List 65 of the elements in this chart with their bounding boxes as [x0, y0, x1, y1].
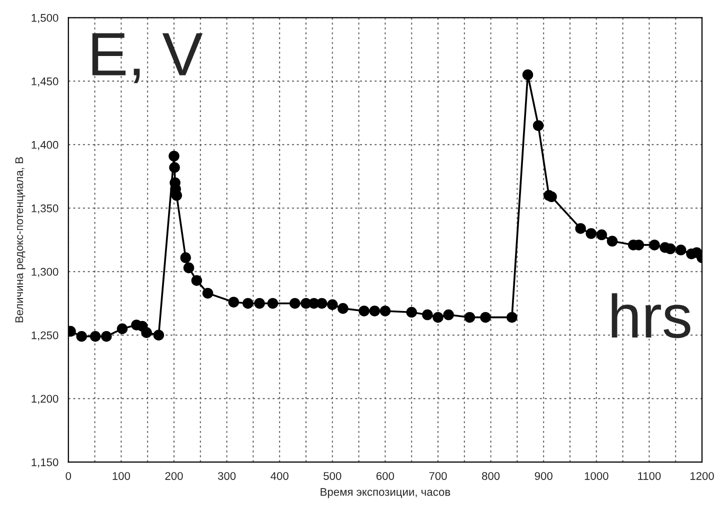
point — [464, 312, 476, 323]
point — [406, 306, 417, 318]
point — [267, 298, 278, 309]
point — [254, 298, 265, 309]
x-axis-title: Время экспозиции, часов — [320, 488, 450, 498]
x-tick-label: 700 — [429, 472, 447, 480]
y-tick-label: 1,300 — [32, 268, 58, 278]
point — [422, 309, 433, 320]
point — [171, 190, 182, 201]
y-tick-label: 1,200 — [32, 394, 58, 404]
x-tick-label: 900 — [534, 472, 552, 480]
point — [606, 236, 618, 247]
point — [168, 150, 180, 162]
y-tick-label: 1,150 — [32, 458, 58, 468]
point — [432, 312, 444, 323]
point — [380, 306, 391, 316]
point — [141, 327, 152, 338]
x-tick-label: 100 — [112, 472, 130, 480]
point — [116, 323, 128, 334]
x-tick-label: 600 — [376, 472, 394, 480]
x-tick-label: 800 — [482, 472, 500, 480]
point — [180, 252, 191, 264]
point — [183, 262, 194, 274]
point — [522, 69, 534, 80]
x-tick-label: 500 — [324, 472, 342, 480]
y-tick-label: 1,500 — [32, 14, 58, 24]
x-tick-label: 400 — [270, 472, 288, 480]
point — [191, 275, 202, 286]
point — [546, 191, 557, 202]
point — [202, 288, 214, 299]
x-tick-label: 1200 — [690, 472, 714, 480]
point — [338, 303, 348, 314]
point — [101, 330, 112, 342]
point — [169, 162, 180, 173]
point — [596, 229, 608, 240]
point — [369, 306, 380, 316]
x-tick-label: 200 — [165, 472, 183, 480]
point — [290, 298, 300, 309]
x-tick-label: 0 — [66, 472, 72, 480]
x-tick-label: 1000 — [584, 472, 608, 480]
point — [676, 244, 686, 256]
y-tick-label: 1,250 — [32, 331, 58, 341]
point — [575, 223, 586, 234]
x-tick-label: 300 — [218, 472, 236, 480]
point — [90, 330, 101, 342]
point — [358, 306, 370, 316]
point — [443, 309, 454, 320]
point — [586, 228, 596, 239]
annotation: E, V — [92, 33, 203, 84]
annotation: hrs — [612, 293, 690, 338]
point — [327, 299, 338, 310]
point — [649, 240, 660, 250]
point — [153, 330, 164, 340]
point — [228, 296, 240, 308]
point — [76, 330, 87, 342]
point — [316, 298, 328, 309]
x-tick-label: 1100 — [638, 472, 661, 480]
point — [480, 312, 491, 323]
point — [506, 312, 518, 323]
point — [242, 298, 254, 309]
y-tick-label: 1,350 — [32, 204, 58, 214]
point — [532, 120, 544, 131]
y-tick-label: 1,450 — [32, 77, 58, 87]
y-tick-label: 1,400 — [32, 140, 58, 150]
y-axis-title: Величина редокс-потенциала, В — [15, 157, 26, 322]
